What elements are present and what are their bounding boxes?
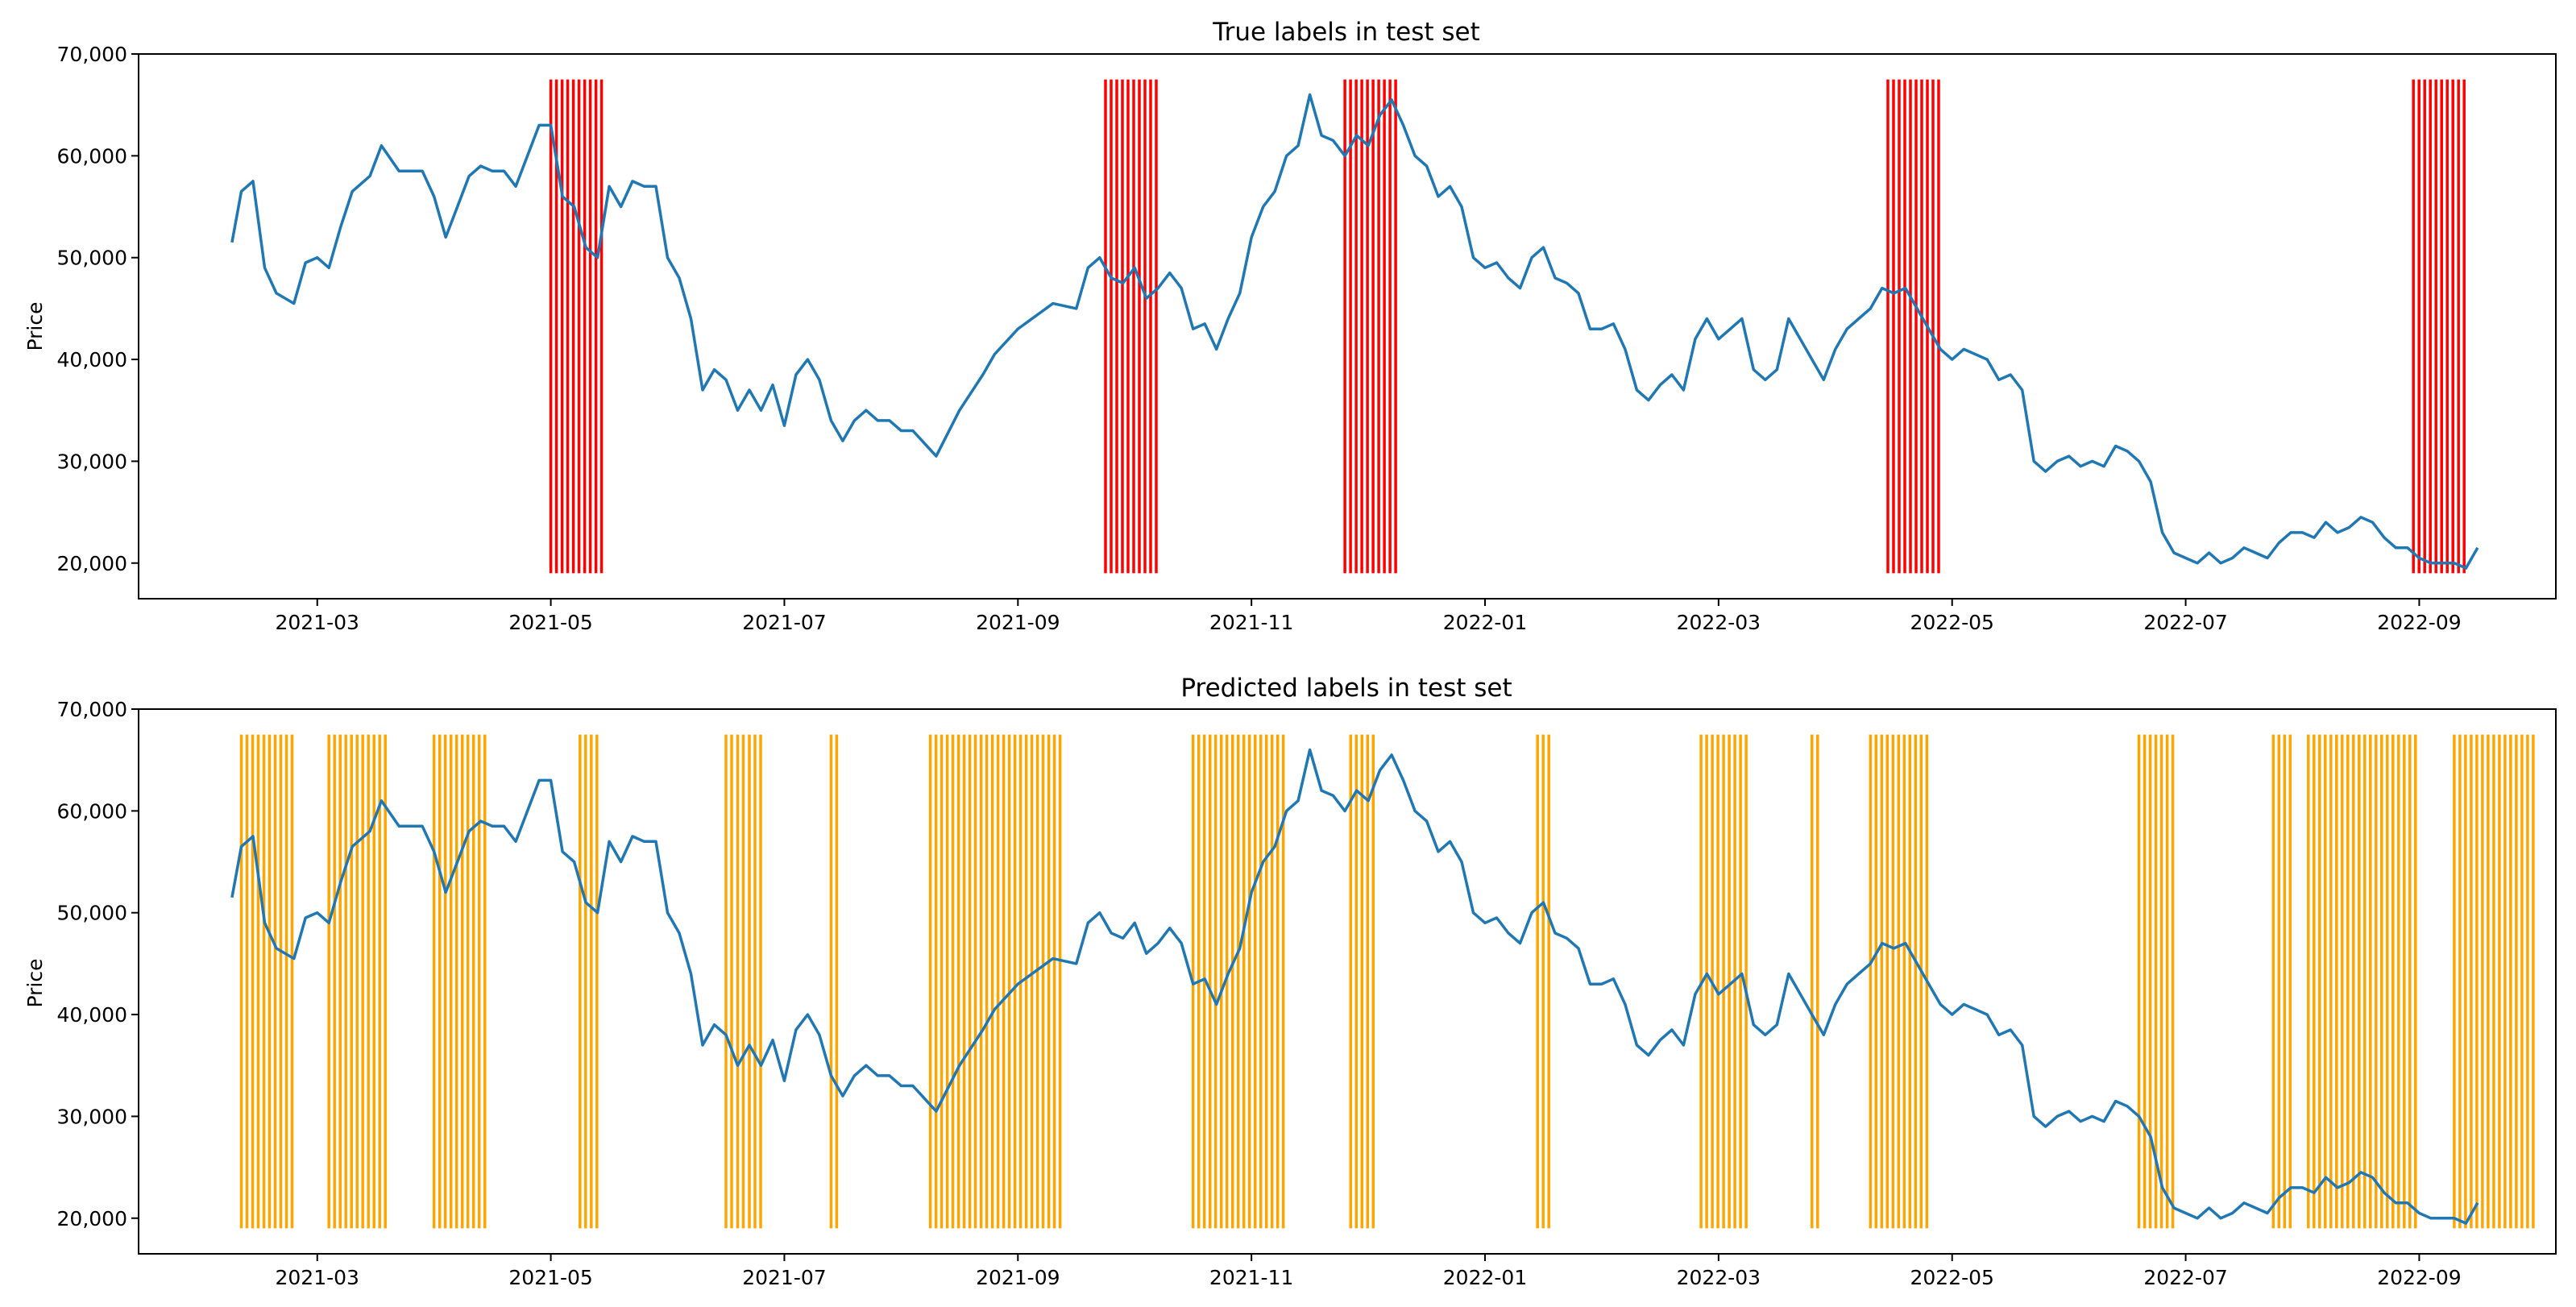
y-axis-label: Price [23,302,47,351]
price-line [230,748,2479,1225]
x-tick-label: 2021-05 [508,1266,592,1289]
y-tick-label: 40,000 [57,348,127,371]
y-axis-label: Price [23,959,47,1008]
x-tick-label: 2021-11 [1209,611,1293,634]
y-tick-label: 50,000 [57,902,127,925]
axes-frame [138,708,2557,1255]
x-tick-label: 2021-07 [742,1266,826,1289]
x-tick-label: 2021-07 [742,611,826,634]
x-tick-label: 2021-11 [1209,1266,1293,1289]
x-tick-label: 2021-03 [276,1266,359,1289]
x-tick-label: 2021-09 [976,1266,1060,1289]
y-tick-label: 20,000 [57,552,127,575]
x-tick-label: 2022-07 [2143,1266,2227,1289]
x-tick-label: 2022-07 [2143,611,2227,634]
x-tick-label: 2021-05 [508,611,592,634]
x-tick-label: 2021-09 [976,611,1060,634]
y-tick-label: 30,000 [57,450,127,473]
axes-frame [138,53,2557,600]
y-tick-label: 40,000 [57,1003,127,1027]
true-labels-chart: True labels in test set Price 20,000 30,… [23,18,2557,634]
y-tick-label: 20,000 [57,1207,127,1230]
chart-title: True labels in test set [1212,18,1480,47]
x-axis: 2021-03 2021-05 2021-07 2021-09 2021-11 … [276,599,2462,634]
y-axis: 20,000 30,000 40,000 50,000 60,000 70,00… [57,43,139,575]
x-axis: 2021-03 2021-05 2021-07 2021-09 2021-11 … [276,1254,2462,1289]
y-tick-label: 60,000 [57,144,127,168]
x-tick-label: 2022-05 [1910,611,1993,634]
y-axis: 20,000 30,000 40,000 50,000 60,000 70,00… [57,698,139,1230]
y-tick-label: 30,000 [57,1105,127,1128]
x-tick-label: 2022-03 [1677,1266,1761,1289]
predicted-label-spans [239,734,2535,1229]
x-tick-label: 2022-09 [2377,1266,2461,1289]
price-line [230,93,2479,570]
y-tick-label: 70,000 [57,698,127,721]
chart-title: Predicted labels in test set [1180,674,1512,703]
x-tick-label: 2021-03 [276,611,359,634]
y-tick-label: 70,000 [57,43,127,66]
x-tick-label: 2022-01 [1443,1266,1527,1289]
true-label-spans [549,79,2466,574]
x-tick-label: 2022-03 [1677,611,1761,634]
x-tick-label: 2022-09 [2377,611,2461,634]
predicted-labels-chart: Predicted labels in test set Price 20,00… [23,674,2557,1289]
y-tick-label: 60,000 [57,799,127,823]
x-tick-label: 2022-01 [1443,611,1527,634]
x-tick-label: 2022-05 [1910,1266,1993,1289]
y-tick-label: 50,000 [57,247,127,270]
